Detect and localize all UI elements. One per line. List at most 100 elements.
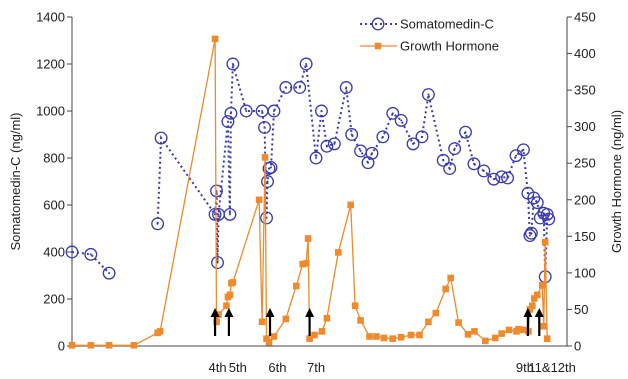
right-axis-title: Growth Hormone (ng/ml) xyxy=(609,110,624,253)
data-point-center xyxy=(156,222,159,225)
data-point-center xyxy=(391,112,394,115)
right-tick-label: 350 xyxy=(574,83,596,98)
data-point-center xyxy=(442,159,445,162)
left-tick-label: 1000 xyxy=(36,104,65,119)
data-point xyxy=(304,235,312,242)
event-arrow-head xyxy=(534,308,544,317)
data-point-center xyxy=(427,93,430,96)
data-point-center xyxy=(261,110,264,112)
data-point xyxy=(315,104,328,118)
data-point xyxy=(459,125,472,139)
data-point xyxy=(156,328,164,335)
data-point xyxy=(432,309,440,317)
data-point xyxy=(376,130,390,144)
data-point xyxy=(397,333,405,341)
legend: Somatomedin-C Growth Hormone xyxy=(360,17,499,54)
data-point xyxy=(543,335,551,342)
data-point-center xyxy=(325,145,328,148)
data-point xyxy=(529,302,536,310)
data-point xyxy=(366,333,373,340)
data-point xyxy=(130,341,138,349)
legend-marker-somatomedin xyxy=(371,17,385,31)
right-tick-label: 0 xyxy=(574,339,581,354)
event-9th: 9th xyxy=(516,308,534,375)
data-point xyxy=(407,331,415,339)
data-point xyxy=(260,211,273,225)
data-point xyxy=(531,295,538,302)
event-label: 7th xyxy=(307,360,325,375)
data-point-center xyxy=(506,176,509,179)
data-point-center xyxy=(359,149,362,152)
event-6th: 6th xyxy=(265,308,286,375)
data-point xyxy=(84,247,98,261)
data-point xyxy=(520,326,527,334)
event-arrow-head xyxy=(523,308,533,317)
event-5th: 5th xyxy=(224,308,247,375)
data-point xyxy=(455,319,462,326)
event-arrow-head xyxy=(210,308,220,317)
right-tick-label: 50 xyxy=(574,302,588,317)
event-label: 9th xyxy=(516,360,534,375)
data-point-center xyxy=(71,251,73,253)
data-point xyxy=(293,81,307,94)
data-point xyxy=(323,314,331,322)
data-point xyxy=(540,322,548,330)
data-point-center xyxy=(536,201,539,204)
data-point xyxy=(65,245,79,259)
data-point-center xyxy=(108,272,111,275)
data-point xyxy=(309,151,323,165)
data-point-center xyxy=(464,131,467,134)
data-point xyxy=(87,341,95,349)
data-point xyxy=(505,326,513,334)
data-point xyxy=(311,331,318,339)
data-point xyxy=(530,196,544,210)
data-point-center xyxy=(526,192,529,195)
event-label: 5th xyxy=(229,360,247,375)
left-tick-label: 200 xyxy=(43,292,65,307)
event-arrow-head xyxy=(305,308,315,317)
data-point xyxy=(258,318,266,326)
event-7th: 7th xyxy=(305,308,325,375)
data-point-center xyxy=(420,135,423,138)
data-point xyxy=(534,291,541,299)
data-point xyxy=(335,249,342,256)
data-point xyxy=(320,139,334,153)
data-point-center xyxy=(305,63,308,65)
event-arrow-head xyxy=(224,308,234,317)
right-tick-label: 100 xyxy=(574,265,596,280)
data-point xyxy=(299,260,306,268)
data-point-center xyxy=(315,157,318,159)
data-point-center xyxy=(367,161,370,164)
legend-entry-growth-hormone: Growth Hormone xyxy=(360,39,499,54)
data-point xyxy=(498,330,505,337)
data-point-center xyxy=(381,135,384,138)
data-point-center xyxy=(263,126,266,129)
data-point-center xyxy=(530,232,533,235)
data-point xyxy=(215,311,222,318)
data-point xyxy=(442,285,450,293)
data-point xyxy=(151,217,165,231)
left-tick-label: 0 xyxy=(58,339,65,354)
data-point xyxy=(501,171,515,185)
data-point-center xyxy=(547,218,550,221)
data-point xyxy=(365,146,379,160)
series-line xyxy=(72,38,548,346)
data-point-center xyxy=(345,86,348,89)
data-point xyxy=(394,113,408,127)
data-point xyxy=(471,328,478,335)
data-point xyxy=(448,142,462,156)
event-label: 6th xyxy=(268,360,286,375)
data-point-center xyxy=(269,166,272,169)
plot-area xyxy=(71,17,568,347)
legend-entry-somatomedin: Somatomedin-C xyxy=(360,17,494,32)
data-point xyxy=(211,35,219,43)
data-point xyxy=(515,325,522,333)
data-point xyxy=(467,157,481,171)
data-point xyxy=(538,282,546,289)
data-point xyxy=(261,154,269,161)
event-1112th: 11&12th xyxy=(528,308,576,375)
data-point xyxy=(386,106,400,120)
data-point xyxy=(221,115,235,129)
